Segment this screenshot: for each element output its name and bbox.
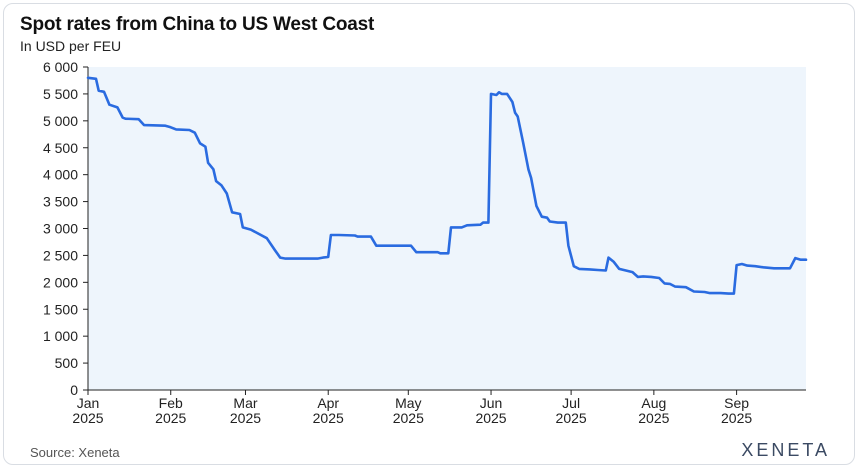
- x-tick-year: 2025: [72, 410, 103, 426]
- x-tick-month: Aug: [641, 395, 666, 411]
- x-tick-month: May: [395, 395, 421, 411]
- source-note: Source: Xeneta: [30, 445, 120, 460]
- y-tick-label: 2 500: [43, 247, 78, 263]
- x-tick-month: Jul: [562, 395, 580, 411]
- x-tick-year: 2025: [475, 410, 506, 426]
- plot-area: [88, 67, 806, 390]
- x-tick-year: 2025: [313, 410, 344, 426]
- y-tick-label: 0: [70, 382, 78, 398]
- chart-subtitle: In USD per FEU: [20, 38, 122, 54]
- x-tick-month: Sep: [724, 395, 749, 411]
- x-tick-month: Jun: [480, 395, 503, 411]
- y-tick-label: 1 000: [43, 328, 78, 344]
- x-tick-year: 2025: [638, 410, 669, 426]
- x-tick-year: 2025: [230, 410, 261, 426]
- y-tick-label: 5 000: [43, 113, 78, 129]
- y-tick-label: 4 500: [43, 140, 78, 156]
- x-tick-month: Apr: [317, 395, 339, 411]
- x-tick-month: Jan: [77, 395, 100, 411]
- y-tick-label: 3 000: [43, 221, 78, 237]
- x-tick-month: Feb: [159, 395, 183, 411]
- series-line: [86, 76, 808, 295]
- chart-title: Spot rates from China to US West Coast: [20, 14, 375, 35]
- y-tick-label: 500: [55, 355, 79, 371]
- y-tick-label: 6 000: [43, 59, 78, 75]
- x-tick-year: 2025: [393, 410, 424, 426]
- y-tick-label: 3 500: [43, 194, 78, 210]
- x-tick-year: 2025: [556, 410, 587, 426]
- y-tick-label: 5 500: [43, 86, 78, 102]
- y-tick-label: 4 000: [43, 167, 78, 183]
- y-tick-label: 1 500: [43, 301, 78, 317]
- y-tick-label: 2 000: [43, 274, 78, 290]
- brand-logo: XENETA: [741, 440, 830, 460]
- x-tick-year: 2025: [155, 410, 186, 426]
- x-tick-year: 2025: [721, 410, 752, 426]
- x-tick-month: Mar: [233, 395, 257, 411]
